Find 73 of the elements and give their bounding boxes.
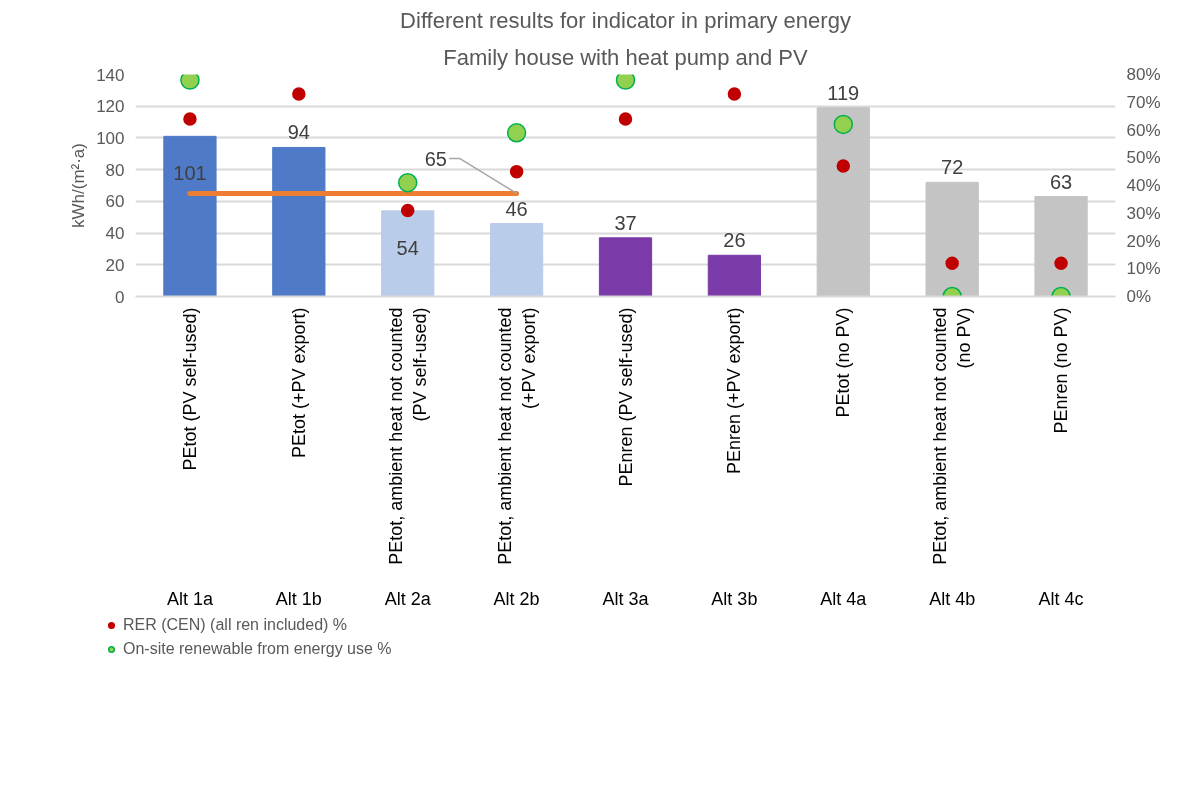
bar xyxy=(272,146,326,297)
bar xyxy=(489,223,544,297)
y-tick-label: 40 xyxy=(105,224,125,244)
y-axis-title: kWh/(m²·a) xyxy=(69,143,89,228)
point xyxy=(1054,256,1068,270)
point xyxy=(397,172,418,193)
x-tick-label: PEtot, ambient heat not counted (no PV) xyxy=(930,307,975,565)
x-tick-label: PEnren (no PV) xyxy=(1051,307,1072,434)
y2-tick-label: 10% xyxy=(1126,259,1161,279)
y2-tick-label: 50% xyxy=(1126,148,1161,168)
x-tick-label: PEnren (+PV export) xyxy=(724,307,745,475)
y-tick-label: 0 xyxy=(115,287,125,307)
y-tick-label: 140 xyxy=(96,65,125,85)
y-tick-label: 60 xyxy=(105,192,125,212)
text: Alt 4c xyxy=(1038,588,1084,609)
legend-label: RER (CEN) (all ren included) % xyxy=(123,616,348,634)
data-label: 26 xyxy=(723,229,746,252)
data-label: 72 xyxy=(941,156,964,179)
y2-tick-label: 80% xyxy=(1126,65,1161,84)
point xyxy=(618,112,633,126)
x-tick-label: PEtot (no PV) xyxy=(833,307,854,418)
point xyxy=(400,203,415,218)
point xyxy=(727,87,742,101)
chart-title: Different results for indicator in primary energy xyxy=(400,7,851,33)
y2-tick-label: 60% xyxy=(1126,120,1161,140)
bar xyxy=(707,254,762,297)
data-label: 65 xyxy=(424,147,447,170)
y-tick-label: 80 xyxy=(105,160,125,180)
bar xyxy=(163,135,217,297)
y2-tick-label: 70% xyxy=(1126,92,1161,112)
point xyxy=(836,159,851,173)
point xyxy=(506,123,527,143)
data-label: 37 xyxy=(614,211,637,234)
x-tick-label: PEtot, ambient heat not counted (PV self-used) xyxy=(385,307,430,565)
data-label: 119 xyxy=(827,81,860,104)
x-tick-label: PEtot, ambient heat not counted (+PV export) xyxy=(494,307,539,565)
x-tick-label: PEnren (PV self-used) xyxy=(615,307,636,487)
chart-subtitle: Family house with heat pump and PV xyxy=(443,44,809,70)
y2-tick-label: 30% xyxy=(1126,203,1161,223)
text: Alt 1a xyxy=(166,588,214,609)
y2-tick-label: 20% xyxy=(1126,231,1161,251)
text: Alt 3a xyxy=(602,588,650,609)
data-label: 46 xyxy=(505,197,528,220)
bar xyxy=(1034,196,1088,297)
bar xyxy=(925,181,979,297)
point xyxy=(292,87,306,101)
text: Alt 2b xyxy=(493,588,540,609)
text: Alt 2a xyxy=(384,588,432,609)
bar xyxy=(381,210,435,297)
point xyxy=(833,114,854,135)
y2-tick-label: 40% xyxy=(1126,176,1161,195)
point xyxy=(183,112,197,126)
bar xyxy=(598,237,653,297)
y-tick-label: 120 xyxy=(96,97,125,117)
text: Alt 1b xyxy=(275,588,322,609)
data-label: 101 xyxy=(173,162,207,185)
data-label: 94 xyxy=(287,121,310,144)
bar xyxy=(816,107,870,297)
data-label: 54 xyxy=(396,236,419,259)
text: Alt 3b xyxy=(711,588,758,609)
y-tick-label: 100 xyxy=(96,128,125,148)
x-tick-label: PEtot (PV self-used) xyxy=(179,307,200,471)
text: Alt 4a xyxy=(820,588,868,609)
y2-tick-label: 0% xyxy=(1126,287,1152,306)
legend-label: On-site renewable from energy use % xyxy=(123,640,392,658)
point xyxy=(945,256,959,270)
point xyxy=(509,164,524,179)
text: Alt 4b xyxy=(929,588,976,609)
point xyxy=(615,74,636,90)
data-label: 63 xyxy=(1049,170,1073,193)
y-tick-label: 20 xyxy=(105,255,125,275)
x-tick-label: PEtot (+PV export) xyxy=(288,307,309,459)
point xyxy=(180,74,200,90)
